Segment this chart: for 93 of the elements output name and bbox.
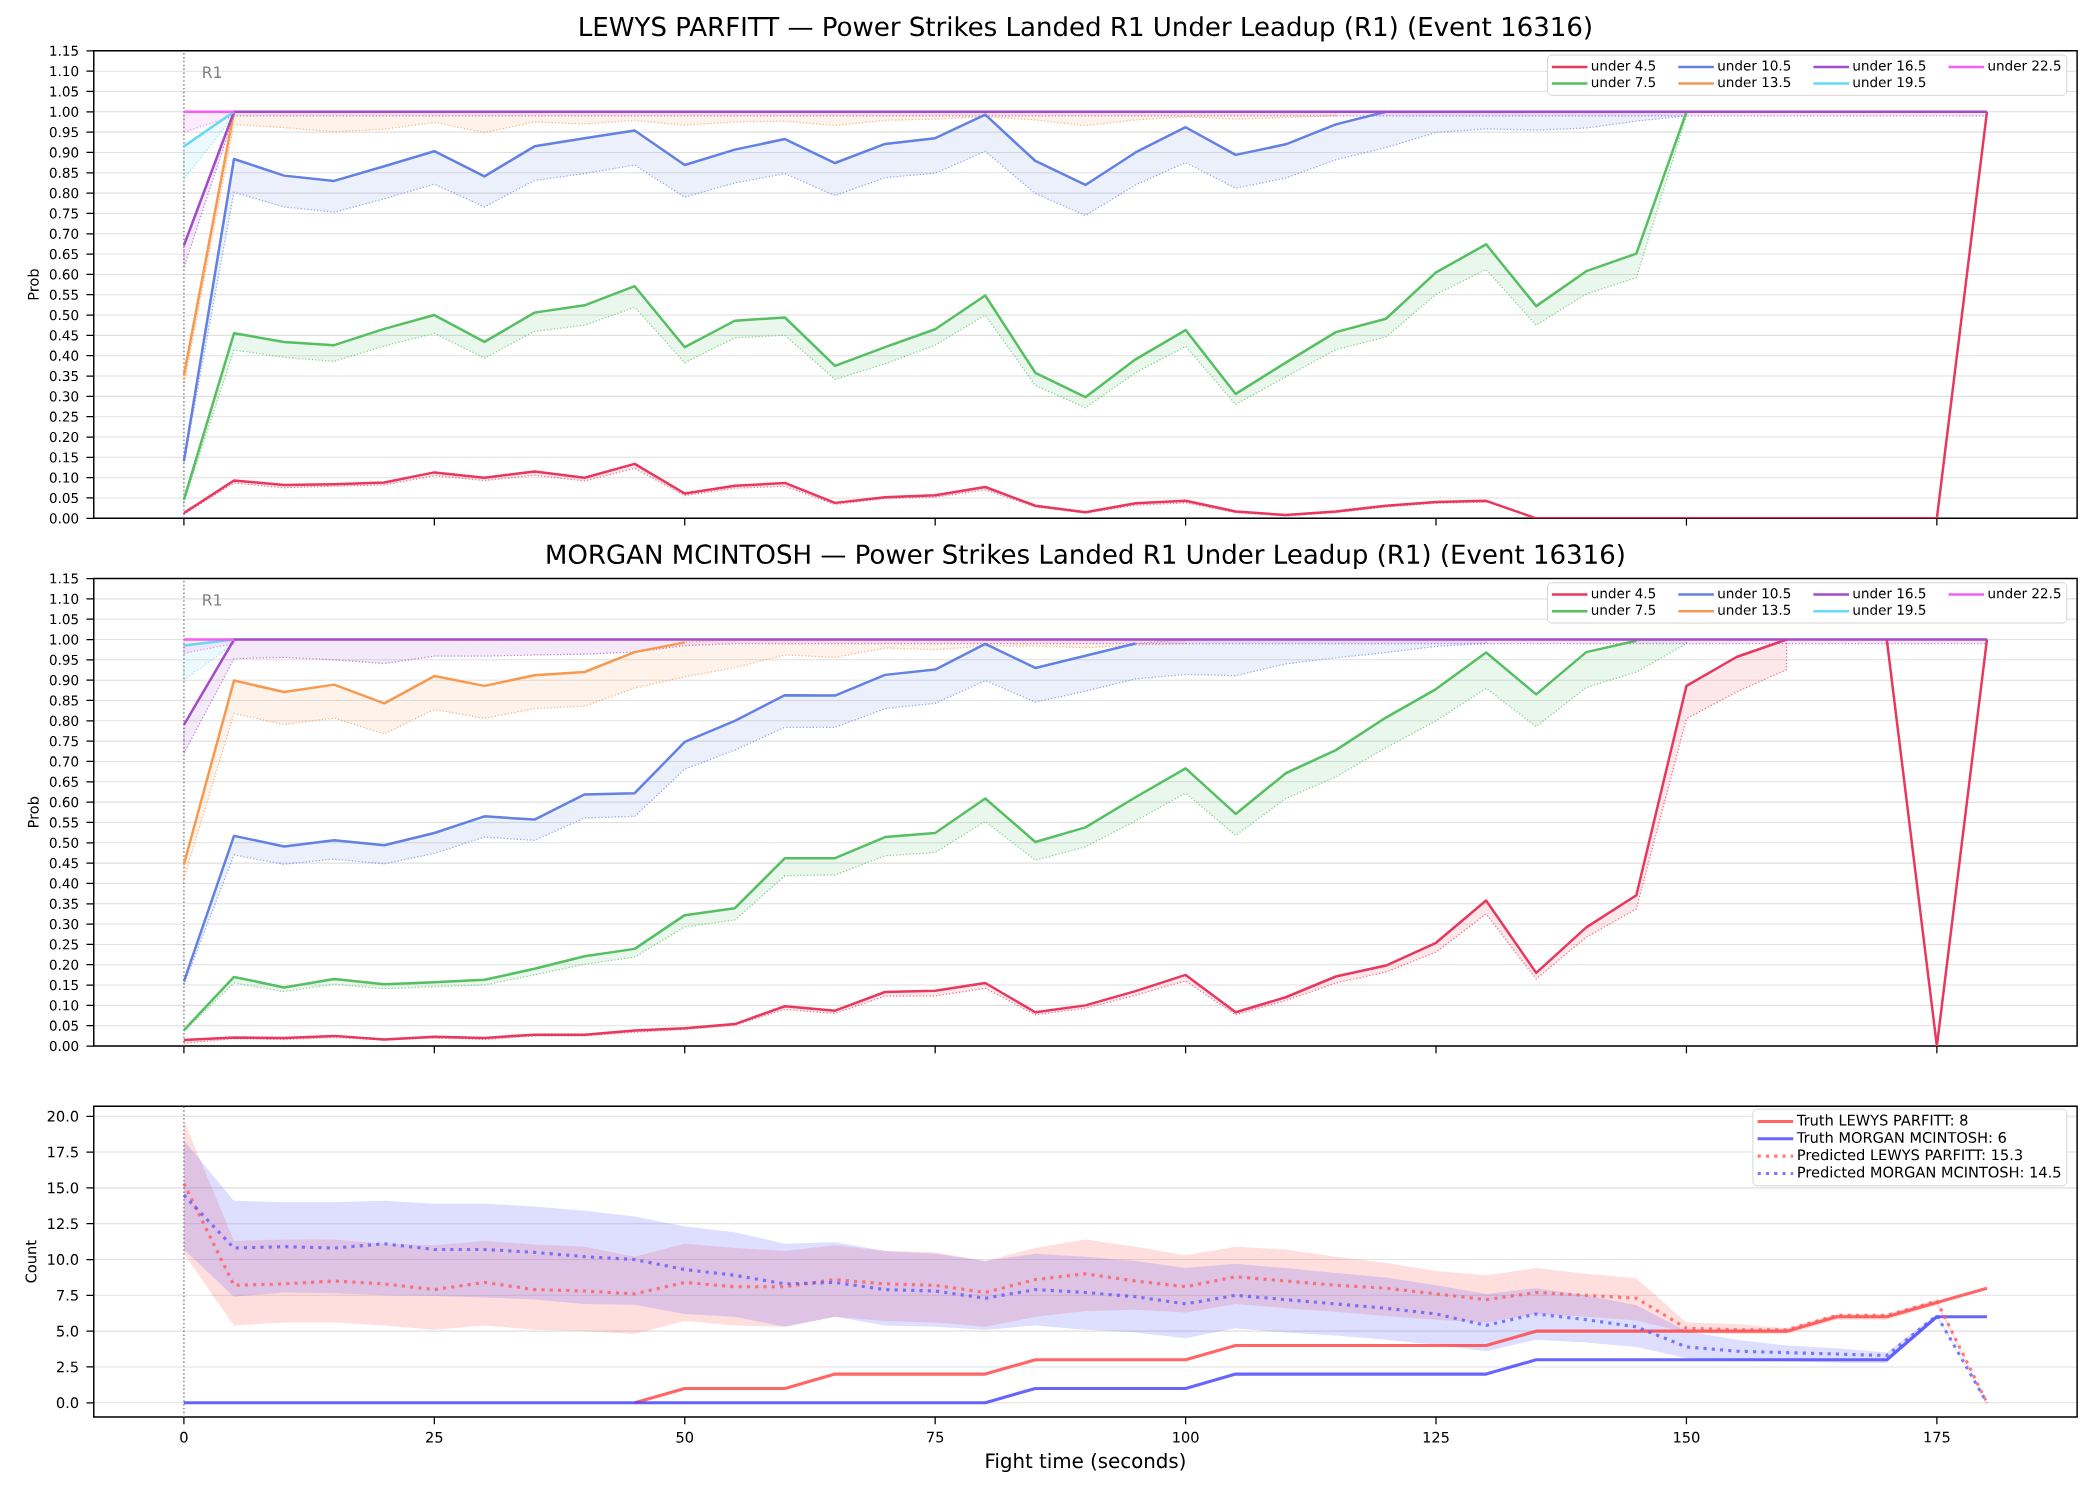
legend-label: under 22.5 xyxy=(1988,587,2061,599)
legend-label: under 19.5 xyxy=(1853,604,1926,615)
legend-label: Truth LEWYS PARFITT: 8 xyxy=(1796,1114,1968,1126)
chart-title: LEWYS PARFITT — Power Strikes Landed R1 Under Leadup (R1) (Event 16316) xyxy=(580,16,1591,42)
y-tick-label: 0.20 xyxy=(49,431,79,443)
y-tick-label: 1.10 xyxy=(50,593,79,604)
y-tick-label: 0.15 xyxy=(49,979,78,991)
y-tick-label: 0.80 xyxy=(49,188,79,199)
legend-label: Predicted MORGAN MCINTOSH: 14.5 xyxy=(1798,1166,2061,1178)
y-axis-title: Prob xyxy=(27,269,39,300)
legend-label: Truth MORGAN MCINTOSH: 6 xyxy=(1796,1131,2006,1143)
y-tick-label: 0.05 xyxy=(49,492,78,504)
y-tick-label: 0.10 xyxy=(49,1000,79,1011)
y-tick-label: 0.55 xyxy=(49,289,78,300)
y-axis-title: Prob xyxy=(27,796,39,828)
y-tick-label: 0.55 xyxy=(49,817,78,828)
legend-label: under 10.5 xyxy=(1718,587,1791,599)
y-tick-label: 0.50 xyxy=(49,309,79,321)
y-tick-label: 1.15 xyxy=(50,573,78,584)
y-tick-label: 1.15 xyxy=(50,45,78,56)
y-tick-label: 0.95 xyxy=(49,127,78,138)
y-tick-label: 0.70 xyxy=(49,756,79,767)
y-tick-label: 5.0 xyxy=(57,1325,79,1337)
y-tick-label: 0.85 xyxy=(49,695,78,706)
y-tick-label: 7.5 xyxy=(57,1289,78,1301)
y-tick-label: 0.20 xyxy=(49,959,79,970)
y-tick-label: 1.05 xyxy=(50,86,78,97)
y-tick-label: 0.00 xyxy=(49,1040,79,1052)
legend-label: under 16.5 xyxy=(1853,60,1926,71)
y-tick-label: 2.5 xyxy=(56,1361,78,1373)
y-tick-label: 0.30 xyxy=(49,918,79,930)
y-tick-label: 0.40 xyxy=(49,350,79,361)
chart-title: MORGAN MCINTOSH — Power Strikes Landed R1 Under Leadup (R1) (Event 16316) xyxy=(547,543,1624,570)
legend-label: under 22.5 xyxy=(1988,60,2061,71)
y-tick-label: 0.15 xyxy=(49,452,78,463)
legend-label: under 4.5 xyxy=(1591,60,1656,71)
y-tick-label: 0.25 xyxy=(49,939,78,950)
y-tick-label: 0.45 xyxy=(49,858,78,869)
y-tick-label: 1.05 xyxy=(50,614,78,625)
y-tick-label: 10.0 xyxy=(48,1254,79,1266)
ref-line-label: R1 xyxy=(203,66,222,78)
x-tick-label: 75 xyxy=(927,1431,944,1443)
ref-line-label: R1 xyxy=(203,594,222,606)
y-tick-label: 0.90 xyxy=(49,147,79,158)
legend-label: under 4.5 xyxy=(1591,587,1656,599)
y-tick-label: 0.70 xyxy=(49,228,79,239)
y-tick-label: 20.0 xyxy=(47,1110,79,1122)
y-tick-label: 0.75 xyxy=(49,208,78,219)
y-tick-label: 0.60 xyxy=(49,797,79,808)
y-axis-title: Count xyxy=(25,1240,37,1283)
x-axis-title: Fight time (seconds) xyxy=(986,1452,1185,1473)
y-tick-label: 0.10 xyxy=(49,472,79,483)
y-tick-label: 15.0 xyxy=(48,1182,79,1194)
y-tick-label: 0.60 xyxy=(49,269,79,280)
legend-label: under 7.5 xyxy=(1591,604,1656,615)
y-tick-label: 0.00 xyxy=(49,513,79,524)
y-tick-label: 0.45 xyxy=(49,330,78,341)
x-tick-label: 50 xyxy=(676,1431,694,1443)
legend-label: under 10.5 xyxy=(1718,60,1791,71)
y-tick-label: 0.50 xyxy=(49,837,79,848)
y-tick-label: 1.00 xyxy=(50,106,79,117)
y-tick-label: 0.35 xyxy=(49,898,78,909)
y-tick-label: 0.90 xyxy=(49,675,79,686)
y-tick-label: 0.30 xyxy=(49,391,79,402)
x-tick-label: 150 xyxy=(1674,1431,1700,1443)
x-tick-label: 100 xyxy=(1173,1431,1199,1443)
legend-label: under 7.5 xyxy=(1591,76,1656,88)
line-series xyxy=(182,642,1137,983)
legend-label: under 19.5 xyxy=(1853,76,1926,88)
y-tick-label: 0.65 xyxy=(49,248,78,260)
y-tick-label: 0.75 xyxy=(49,736,78,747)
y-tick-label: 0.80 xyxy=(49,715,79,726)
legend-label: under 16.5 xyxy=(1853,587,1926,599)
y-tick-label: 0.05 xyxy=(49,1020,78,1031)
y-tick-label: 0.0 xyxy=(56,1397,79,1409)
y-tick-label: 17.5 xyxy=(48,1146,78,1158)
legend-label: under 13.5 xyxy=(1718,76,1791,88)
y-tick-label: 0.85 xyxy=(49,167,78,178)
line-series xyxy=(182,641,687,866)
y-tick-label: 0.25 xyxy=(49,411,78,422)
x-tick-label: 0 xyxy=(180,1431,188,1443)
y-tick-label: 0.65 xyxy=(49,776,78,787)
y-tick-label: 0.95 xyxy=(49,654,78,665)
y-tick-label: 1.10 xyxy=(50,66,79,77)
x-tick-label: 25 xyxy=(426,1431,443,1443)
y-tick-label: 0.35 xyxy=(49,370,78,382)
x-tick-label: 125 xyxy=(1423,1431,1449,1443)
y-tick-label: 0.40 xyxy=(49,878,79,889)
y-tick-label: 12.5 xyxy=(48,1218,78,1230)
x-tick-label: 175 xyxy=(1924,1431,1950,1443)
legend-label: under 13.5 xyxy=(1718,604,1791,615)
legend-label: Predicted LEWYS PARFITT: 15.3 xyxy=(1798,1149,2022,1161)
y-tick-label: 1.00 xyxy=(50,634,79,645)
